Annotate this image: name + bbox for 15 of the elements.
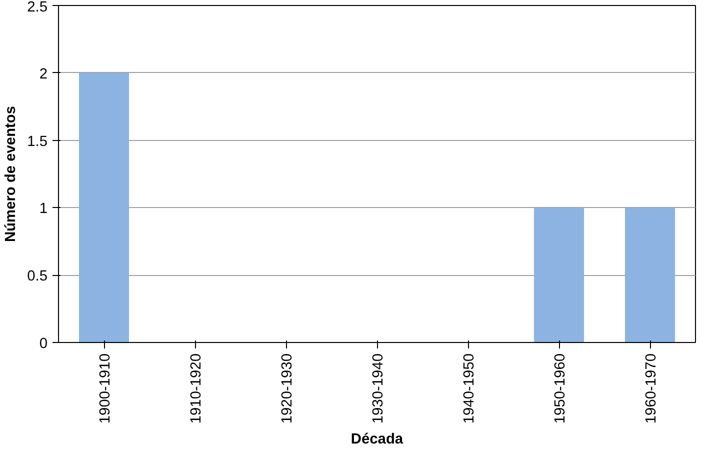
x-tick-label: 1950-1960 (552, 353, 568, 424)
x-axis-title: Década (350, 432, 404, 448)
x-tick-label: 1900-1910 (98, 353, 114, 424)
x-tick-label: 1920-1930 (280, 353, 296, 424)
y-tick-label: 1 (39, 201, 48, 218)
x-tick-label: 1910-1920 (188, 353, 204, 424)
x-tick-label: 1930-1940 (370, 353, 386, 424)
x-tick-label: 1960-1970 (644, 353, 660, 424)
y-tick-label: 2.5 (27, 0, 48, 16)
y-axis-title: Número de eventos (3, 106, 20, 242)
y-tick-label: 2 (39, 66, 48, 82)
y-tick-label: 0 (39, 336, 48, 352)
x-tick-label: 1940-1950 (462, 353, 478, 424)
y-tick-label: 0.5 (27, 268, 48, 285)
y-tick-label: 1.5 (27, 134, 48, 150)
